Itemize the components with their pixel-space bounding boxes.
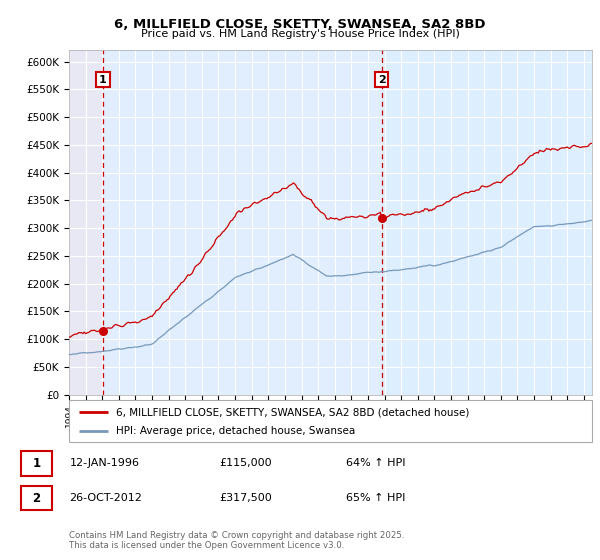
Text: HPI: Average price, detached house, Swansea: HPI: Average price, detached house, Swan… [116,426,355,436]
Text: Price paid vs. HM Land Registry's House Price Index (HPI): Price paid vs. HM Land Registry's House … [140,29,460,39]
FancyBboxPatch shape [69,400,592,442]
Bar [69,50,103,395]
Text: £317,500: £317,500 [220,493,272,503]
Text: Contains HM Land Registry data © Crown copyright and database right 2025.
This d: Contains HM Land Registry data © Crown c… [69,531,404,550]
Text: 2: 2 [32,492,41,505]
Text: 2: 2 [378,74,385,85]
Text: 26-OCT-2012: 26-OCT-2012 [70,493,142,503]
FancyBboxPatch shape [20,486,52,511]
Text: 6, MILLFIELD CLOSE, SKETTY, SWANSEA, SA2 8BD: 6, MILLFIELD CLOSE, SKETTY, SWANSEA, SA2… [114,18,486,31]
Text: 64% ↑ HPI: 64% ↑ HPI [346,459,406,469]
Bar [103,50,382,395]
Text: 65% ↑ HPI: 65% ↑ HPI [346,493,406,503]
Text: 1: 1 [99,74,107,85]
Text: 1: 1 [32,457,41,470]
Text: 6, MILLFIELD CLOSE, SKETTY, SWANSEA, SA2 8BD (detached house): 6, MILLFIELD CLOSE, SKETTY, SWANSEA, SA2… [116,407,469,417]
FancyBboxPatch shape [20,451,52,475]
Text: £115,000: £115,000 [220,459,272,469]
Text: 12-JAN-1996: 12-JAN-1996 [70,459,140,469]
